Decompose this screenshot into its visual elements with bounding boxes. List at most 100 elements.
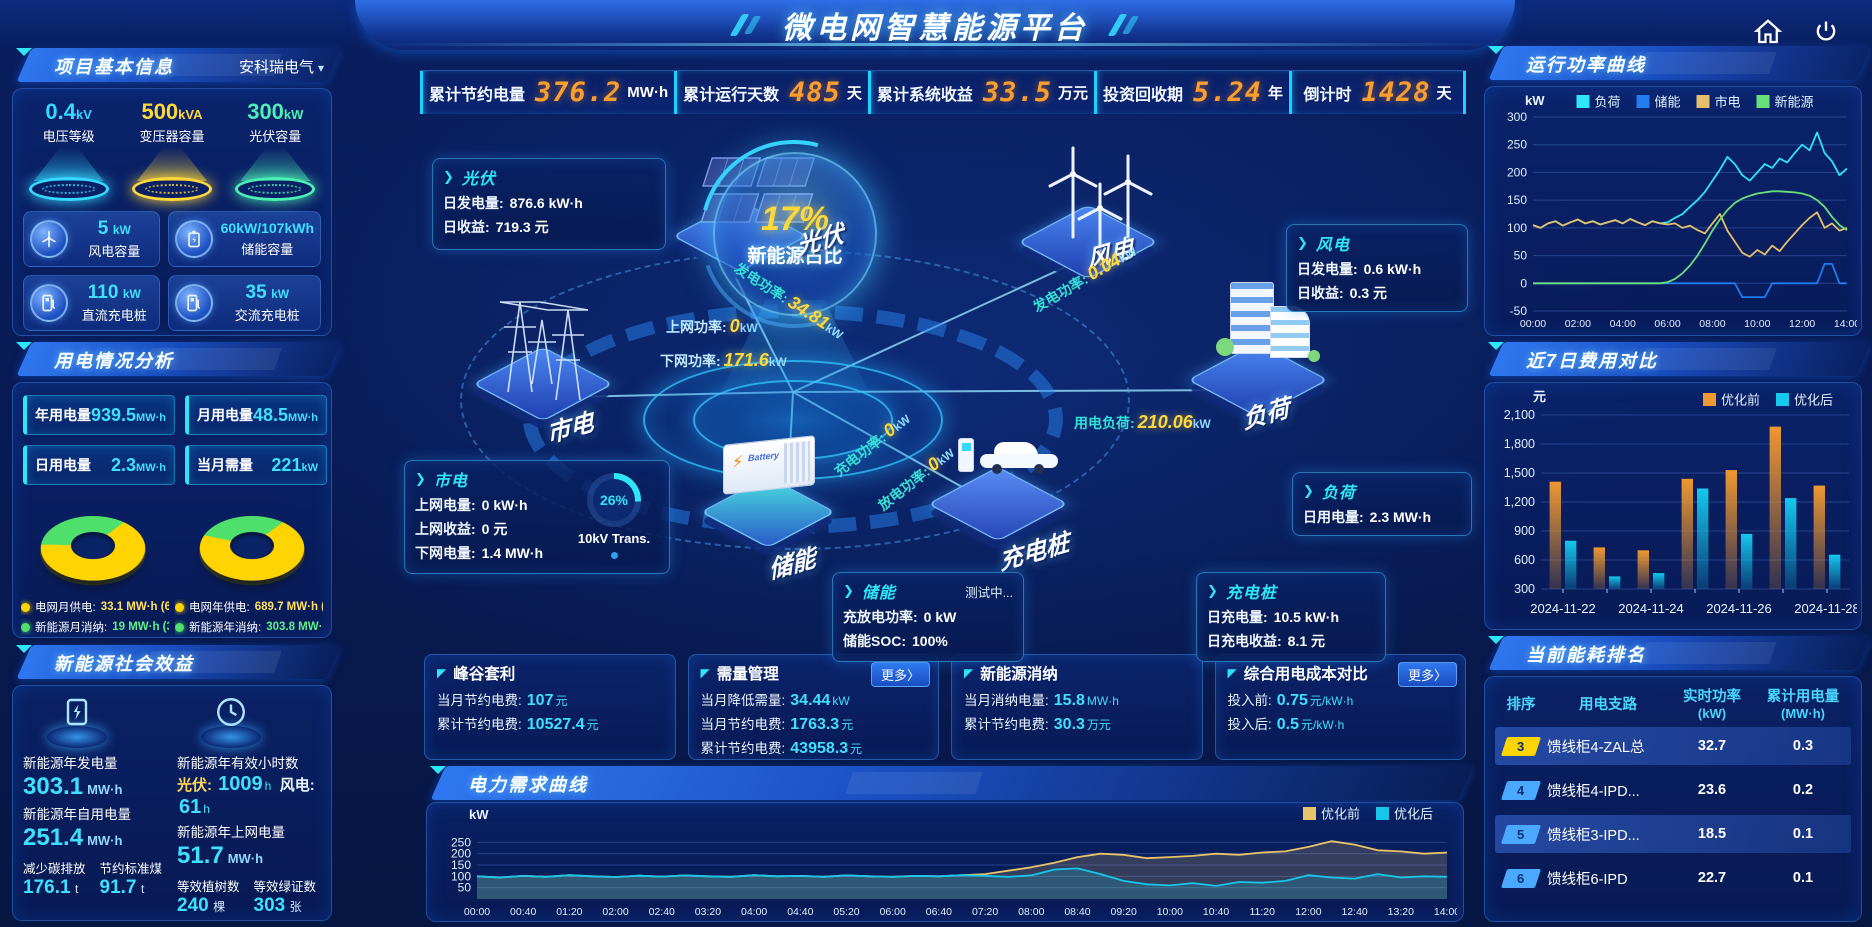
kpi-label: 累计节约电量	[429, 86, 526, 104]
panel-title: 用电情况分析	[54, 351, 174, 371]
flow-label: 上网功率: 0kW	[666, 316, 758, 336]
donut-legend-item: 电网年供电: 689.7 MW·h (69%)	[175, 599, 323, 615]
ev-car-icon	[980, 442, 1058, 474]
svg-text:00:00: 00:00	[1520, 318, 1546, 330]
svg-text:市电: 市电	[1715, 95, 1741, 110]
benefit-label: 新能源年发电量	[23, 756, 118, 771]
benefit-mini-stat: 节约标准煤 91.7 t	[99, 862, 163, 898]
benefit-label: 新能源年上网电量	[177, 825, 285, 840]
panel-corner-icon	[14, 340, 36, 362]
rank-row[interactable]: 5 馈线柜3-IPD... 18.5 0.1	[1495, 815, 1851, 853]
panel-cost-compare: 近7日费用对比 元 300 600 900 1,200 1,500 1,800 2,100 20…	[1482, 340, 1872, 630]
svg-text:01:20: 01:20	[556, 906, 582, 918]
svg-text:04:00: 04:00	[1610, 318, 1636, 330]
panel-corner-icon	[14, 643, 36, 665]
benefit-mini-stat: 等效绿证数 303 张	[253, 880, 317, 916]
kpi-stat: 投资回收期 5.24 年	[1093, 71, 1289, 114]
svg-text:50: 50	[458, 881, 472, 895]
dc-charger-icon	[30, 284, 68, 322]
svg-text:kW: kW	[1525, 93, 1545, 108]
svg-text:00:00: 00:00	[464, 906, 490, 918]
company-dropdown[interactable]: 安科瑞电气 ▾	[238, 59, 324, 76]
kpi-label: 倒计时	[1303, 86, 1352, 104]
node-tooltip-储能: ❯ 储能 测试中... 充放电功率: 0 kW 储能SOC: 100%	[832, 572, 1024, 662]
svg-text:100: 100	[451, 869, 471, 883]
rank-row[interactable]: 3 馈线柜4-ZAL总 32.7 0.3	[1495, 727, 1851, 765]
kpi-label: 投资回收期	[1102, 86, 1183, 104]
svg-text:250: 250	[451, 835, 471, 849]
chevron-down-icon: ▾	[317, 61, 324, 75]
usage-stat: 月用电量 48.5MW·h	[184, 395, 327, 435]
svg-text:300: 300	[1507, 110, 1527, 124]
summary-panel-综合用电成本对比: ◤ 综合用电成本对比 更多〉 投入前: 0.75 元/kW·h 投入后: 0.5 元/kW·h	[1214, 654, 1466, 760]
transformer-load-gauge: 26% 10kV Trans.	[571, 473, 657, 559]
svg-text:优化后: 优化后	[1394, 807, 1433, 822]
svg-text:12:00: 12:00	[1789, 318, 1815, 330]
svg-text:02:00: 02:00	[602, 906, 628, 918]
rank-row[interactable]: 6 馈线柜6-IPD 22.7 0.1	[1495, 859, 1851, 897]
svg-text:07:20: 07:20	[972, 906, 998, 918]
building-icon	[1230, 282, 1274, 354]
panel-corner-icon	[1486, 340, 1508, 362]
benefit-label: 新能源年有效小时数	[177, 756, 299, 771]
kpi-label: 累计系统收益	[876, 86, 973, 104]
kpi-stat: 累计节约电量 376.2 MW·h	[420, 71, 674, 114]
kpi-stats-bar: 累计节约电量 376.2 MW·h 累计运行天数 485 天 累计系统收益 33…	[420, 70, 1466, 114]
rank-row[interactable]: 4 馈线柜4-IPD... 23.6 0.2	[1495, 771, 1851, 809]
arrow-icon: ❯	[443, 169, 454, 184]
benefit-mini-stat: 等效植树数 240 棵	[177, 880, 240, 916]
svg-text:-50: -50	[1510, 304, 1528, 318]
summary-panel-需量管理: ◤ 需量管理 更多〉 当月降低需量: 34.44 kW 当月节约电费: 1763.3 元累计节…	[687, 654, 939, 760]
kpi-value: 376.2	[535, 77, 622, 108]
title-decor-right	[1107, 14, 1140, 36]
arrow-icon: ❯	[1303, 483, 1314, 498]
svg-text:300: 300	[1514, 582, 1535, 596]
arrow-icon: ❯	[1207, 583, 1218, 598]
svg-text:100: 100	[1507, 221, 1527, 235]
svg-text:12:40: 12:40	[1341, 906, 1367, 918]
flow-label: 用电负荷: 210.06kW	[1074, 412, 1211, 432]
svg-text:09:20: 09:20	[1111, 906, 1137, 918]
tree-icon	[1308, 350, 1320, 362]
power-icon[interactable]	[1808, 14, 1844, 50]
kpi-value: 485	[789, 77, 841, 108]
node-grid[interactable]	[438, 272, 648, 442]
panel-usage-analysis: 用电情况分析 年用电量 939.5MW·h 月用电量 48.5MW·h 日用电量 2.…	[10, 340, 342, 638]
panel-title: 电力需求曲线	[468, 775, 588, 795]
panel-project-info: 项目基本信息 安科瑞电气 ▾ 0.4kV 电压等级 500kVA 变压器容量 30…	[10, 48, 342, 336]
month-supply-donut	[28, 499, 158, 591]
header-band: 微电网智慧能源平台	[355, 0, 1515, 50]
benefit-col-generation: 新能源年发电量 303.1 MW·h 新能源年自用电量 251.4 MW·h 减少碳…	[23, 694, 167, 917]
svg-text:优化后: 优化后	[1794, 393, 1833, 408]
benefit-mini-stat: 减少碳排放 176.1 t	[23, 862, 86, 898]
summary-panel-峰谷套利: ◤ 峰谷套利 当月节约电费: 107 元累计节约电费: 10527.4 元	[424, 654, 676, 760]
panel-title: 近7日费用对比	[1526, 351, 1659, 371]
demand-curve-chart: kW 50 100 150 200 250 00:00 00:40 01:20 02:00 02:4…	[433, 805, 1460, 919]
kpi-unit: 天	[1436, 85, 1452, 102]
rank-table-header: 排序 用电支路 实时功率 (kW) 累计用电量 (MW·h)	[1506, 689, 1840, 721]
arrow-icon: ❯	[415, 471, 426, 486]
kpi-unit: MW·h	[627, 84, 669, 101]
more-button[interactable]: 更多〉	[1397, 662, 1457, 687]
tree-icon	[1216, 338, 1234, 356]
donut-legend-item: 新能源月消纳: 19 MW·h (36%)	[21, 619, 169, 635]
svg-text:2,100: 2,100	[1504, 408, 1535, 422]
kpi-value: 33.5	[982, 77, 1052, 108]
summary-panel-新能源消纳: ◤ 新能源消纳 当月消纳电量: 15.8 MW·h 累计节约电费: 30.3 万元	[951, 654, 1203, 760]
node-charger[interactable]	[888, 412, 1108, 562]
panel-corner-icon	[1486, 44, 1508, 66]
benefit-label: 新能源年自用电量	[23, 807, 131, 822]
svg-text:2024-11-24: 2024-11-24	[1618, 601, 1684, 616]
rank-badge: 5	[1500, 824, 1542, 844]
flow-label: 下网功率: 171.6kW	[660, 350, 787, 370]
node-wind[interactable]	[978, 122, 1198, 282]
rank-badge: 3	[1500, 736, 1542, 756]
svg-text:12:00: 12:00	[1295, 906, 1321, 918]
svg-text:08:00: 08:00	[1699, 318, 1725, 330]
home-icon[interactable]	[1750, 14, 1786, 50]
kpi-stat: 累计系统收益 33.5 万元	[867, 71, 1094, 114]
svg-text:1,200: 1,200	[1504, 495, 1535, 509]
svg-text:负荷: 负荷	[1595, 95, 1621, 110]
charging-post-icon	[958, 438, 974, 472]
more-button[interactable]: 更多〉	[870, 662, 930, 687]
